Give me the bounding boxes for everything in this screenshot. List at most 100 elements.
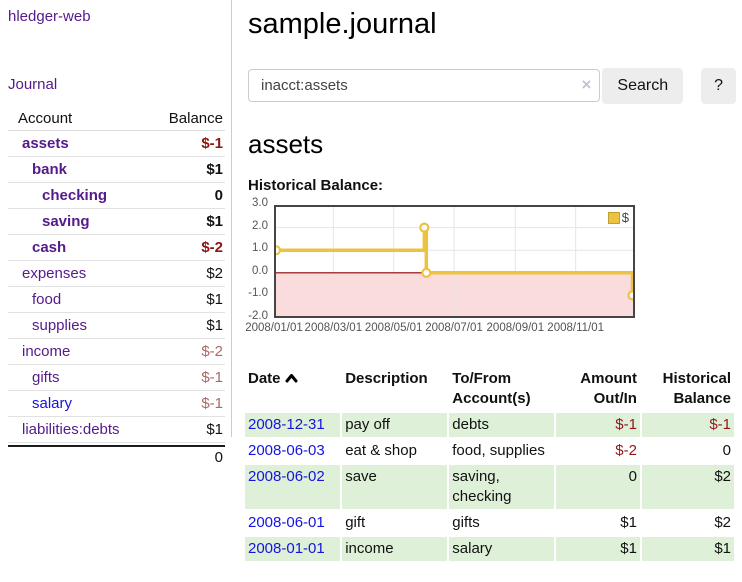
account-row: income $-2 <box>8 341 225 365</box>
register-header-accounts: To/From Account(s) <box>452 370 531 407</box>
transaction-balance: $2 <box>641 465 734 509</box>
account-link-checking[interactable]: checking <box>42 187 108 204</box>
chart-plot <box>270 205 638 318</box>
account-row: liabilities:debts $1 <box>8 419 225 443</box>
transaction-date-link[interactable]: 2008-12-31 <box>248 416 325 433</box>
account-balance: $-1 <box>144 393 225 417</box>
account-row: gifts $-1 <box>8 367 225 391</box>
account-row: salary $-1 <box>8 393 225 417</box>
account-row: food $1 <box>8 289 225 313</box>
x-axis-tick-label: 2008/09/01 <box>486 322 545 334</box>
help-button[interactable]: ? <box>701 68 736 104</box>
register-row: 2008-06-02 save saving, checking 0 $2 <box>245 465 734 509</box>
transaction-description: gift <box>345 514 366 531</box>
y-axis-tick-label: 2.0 <box>252 219 268 232</box>
transaction-date-link[interactable]: 2008-06-03 <box>248 442 325 459</box>
account-balance: $1 <box>144 159 225 183</box>
transaction-date-link[interactable]: 2008-06-02 <box>248 468 325 485</box>
legend-label: $ <box>621 210 629 225</box>
sidebar: hledger-web Journal Account Balance asse… <box>0 0 232 466</box>
register-table: Date Description To/From Account(s) Amou… <box>243 365 736 563</box>
transaction-balance: $-1 <box>641 413 734 437</box>
account-link-supplies[interactable]: supplies <box>32 317 88 334</box>
y-axis-tick-label: -1.0 <box>248 287 268 300</box>
transaction-date-link[interactable]: 2008-01-01 <box>248 540 325 557</box>
account-balance: $-1 <box>144 133 225 157</box>
transaction-amount: 0 <box>556 465 640 509</box>
account-row: cash $-2 <box>8 237 225 261</box>
account-link-income[interactable]: income <box>22 343 71 360</box>
transaction-description: income <box>342 537 448 561</box>
account-link-gifts[interactable]: gifts <box>32 369 60 386</box>
balance-chart: 3.0 2.0 1.0 0.0 -1.0 -2.0 2008/01/01 2008/03/01… <box>245 197 638 349</box>
x-axis-tick-label: 2008/05/01 <box>364 322 423 334</box>
transaction-amount: $1 <box>556 537 640 561</box>
account-balance: $1 <box>144 289 225 313</box>
account-link-saving[interactable]: saving <box>42 213 90 230</box>
transaction-date-link[interactable]: 2008-06-01 <box>248 514 325 531</box>
accounts-table-header: Account Balance <box>8 108 225 131</box>
page-title: sample.journal <box>248 8 437 40</box>
account-balance: 0 <box>144 185 225 209</box>
register-row: 2008-06-01 gift gifts $1 $2 <box>245 511 734 535</box>
transaction-amount: $-1 <box>556 413 640 437</box>
sort-ascending-icon <box>285 369 298 389</box>
register-row: 2008-12-31 pay off debts $-1 $-1 <box>245 413 734 437</box>
chart-legend: $ <box>605 209 631 226</box>
account-balance: $-2 <box>144 237 225 261</box>
accounts-table: Account Balance assets $-1 bank $1 check… <box>8 106 225 472</box>
register-header-description: Description <box>345 370 428 387</box>
account-link-expenses[interactable]: expenses <box>22 265 87 282</box>
x-axis-tick-label: 2008/03/01 <box>304 322 363 334</box>
transaction-accounts: saving, checking <box>449 465 555 509</box>
account-balance: $2 <box>144 263 225 287</box>
accounts-header-account: Account <box>8 108 145 131</box>
transaction-balance: 0 <box>722 442 731 459</box>
transaction-description: pay off <box>342 413 448 437</box>
main-content: sample.journal × Search ? assets Histori… <box>233 0 742 582</box>
transaction-amount: $-2 <box>615 442 637 459</box>
register-header-balance: Historical Balance <box>662 370 731 407</box>
x-axis-tick-label: 2008/01/01 <box>245 322 303 334</box>
search-form: × Search ? <box>248 68 736 104</box>
account-row: assets $-1 <box>8 133 225 157</box>
y-axis-tick-label: 1.0 <box>252 242 268 255</box>
account-link-salary[interactable]: salary <box>32 395 73 412</box>
x-axis-tick-label: 2008/11/01 <box>547 322 604 334</box>
sidebar-item-journal[interactable]: Journal <box>8 76 58 93</box>
account-balance: $1 <box>144 315 225 339</box>
y-axis-tick-label: 3.0 <box>252 197 268 209</box>
account-link-bank[interactable]: bank <box>32 161 68 178</box>
account-row: expenses $2 <box>8 263 225 287</box>
account-row: bank $1 <box>8 159 225 183</box>
y-axis-tick-label: 0.0 <box>252 264 268 277</box>
transaction-description: eat & shop <box>345 442 417 459</box>
search-button[interactable]: Search <box>602 68 684 104</box>
app-brand-link[interactable]: hledger-web <box>8 8 91 25</box>
account-link-assets[interactable]: assets <box>22 135 69 152</box>
account-row: saving $1 <box>8 211 225 235</box>
transaction-description: save <box>342 465 448 509</box>
transaction-amount: $1 <box>620 514 637 531</box>
register-row: 2008-06-03 eat & shop food, supplies $-2… <box>245 439 734 463</box>
clear-search-icon[interactable]: × <box>581 75 592 94</box>
account-row: checking 0 <box>8 185 225 209</box>
account-link-liabilities-debts[interactable]: liabilities:debts <box>22 421 120 438</box>
accounts-total-value: 0 <box>144 445 225 470</box>
register-header-date[interactable]: Date <box>245 367 340 411</box>
y-axis-tick-label: -2.0 <box>248 310 268 322</box>
transaction-accounts: gifts <box>452 514 480 531</box>
account-balance: $-2 <box>144 341 225 365</box>
chart-title: Historical Balance: <box>248 177 384 194</box>
account-link-cash[interactable]: cash <box>32 239 67 256</box>
x-axis-tick-label: 2008/07/01 <box>425 322 483 334</box>
register-header-row: Date Description To/From Account(s) Amou… <box>245 367 734 411</box>
account-link-food[interactable]: food <box>32 291 62 308</box>
account-balance: $1 <box>144 419 225 443</box>
transaction-accounts: debts <box>449 413 555 437</box>
search-input[interactable] <box>248 69 601 102</box>
legend-swatch-icon <box>607 211 620 224</box>
account-heading: assets <box>248 129 324 159</box>
transaction-balance: $1 <box>641 537 734 561</box>
transaction-accounts: salary <box>449 537 555 561</box>
